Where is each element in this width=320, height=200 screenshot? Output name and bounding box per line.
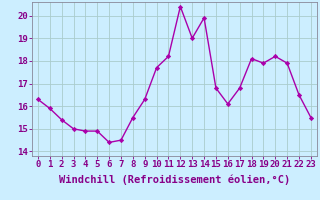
X-axis label: Windchill (Refroidissement éolien,°C): Windchill (Refroidissement éolien,°C) <box>59 175 290 185</box>
